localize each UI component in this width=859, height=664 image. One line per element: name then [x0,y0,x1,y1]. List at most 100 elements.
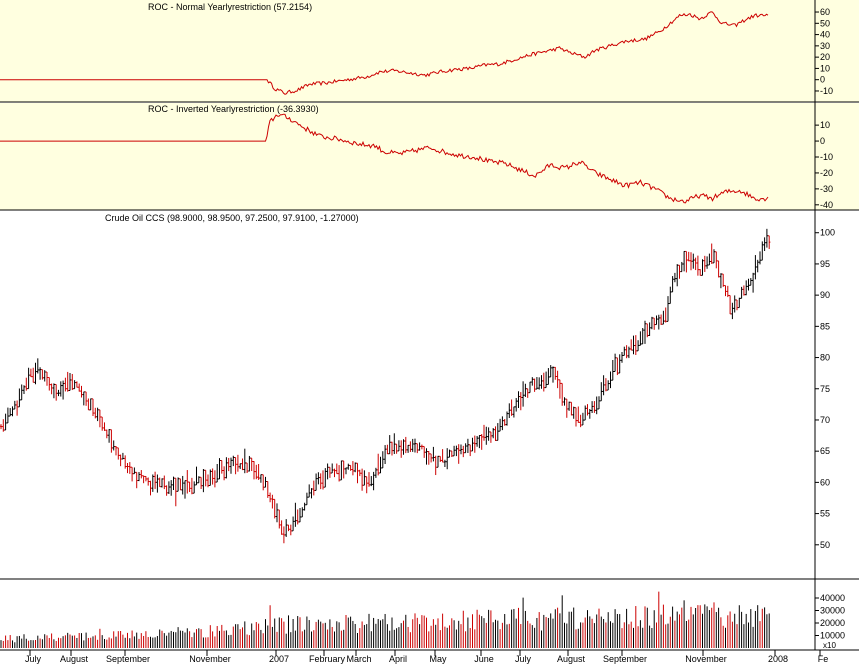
price-bar [167,481,171,494]
price-bar [643,320,647,344]
price-bar [278,509,281,529]
price-bar [114,445,118,456]
price-bar [613,353,617,373]
price-bar [487,427,490,441]
price-bar [763,237,766,252]
price-bar [712,249,716,264]
x-tick-label: Fe [818,654,829,664]
price-bar [43,370,46,382]
price-bar [165,485,168,496]
price-bar [188,481,191,493]
x-axis: July August September November 2007 February M… [0,649,859,664]
price-bar [413,438,417,453]
price-bar [761,241,764,261]
price-bar [287,524,290,532]
price-bar [147,477,150,486]
price-bar [374,467,378,478]
price-bar [170,480,173,496]
price-bar [209,469,212,486]
price-bar [351,461,355,476]
price-bar [153,471,157,489]
price-bar [462,445,465,458]
price-bar [126,463,129,474]
price-bar [710,243,713,264]
price-bar [646,323,649,338]
price-bar [326,463,329,480]
price-bar [478,434,481,449]
price-bar [110,429,113,453]
roc-inverted-y-tick-label: -40 [820,200,833,210]
price-bar [521,381,525,407]
price-bar [503,418,506,426]
price-bar [682,250,686,272]
roc-normal-background [0,0,815,102]
price-bar [275,503,279,523]
price-bar [738,297,741,309]
price-bar [452,445,456,457]
price-bar [457,444,460,464]
roc-normal-y-tick-label: 30 [820,41,830,51]
price-bar [701,259,704,276]
price-bar [87,398,90,411]
roc-normal-y-tick-label: -10 [820,86,833,96]
price-bar [641,328,644,345]
price-bar [2,419,5,432]
price-bar [206,474,210,488]
price-bar [632,335,635,355]
price-bar [142,475,145,484]
price-bar [588,409,591,419]
price-bar [317,472,320,485]
price-bar [630,339,633,351]
price-bar [648,322,651,336]
price-bar [590,401,594,414]
price-bar [130,466,134,482]
price-bar [722,273,725,287]
price-bar [429,453,433,463]
price-y-tick-label: 80 [820,353,830,363]
x-tick-label: July [515,654,532,664]
price-bar [144,475,148,482]
price-bar [183,480,187,499]
price-bar [450,450,453,458]
price-bar [0,424,3,430]
price-bar [264,476,267,488]
price-bar [179,478,182,491]
price-bar [473,435,476,453]
roc-normal-y-tick-label: 60 [820,7,830,17]
price-bar [176,477,180,492]
price-bar [38,367,42,380]
price-bar [266,481,269,498]
price-bar [719,273,723,289]
price-bar [305,492,309,506]
price-bar [694,257,697,271]
price-bar [105,429,108,439]
roc-inverted-title: ROC - Inverted Yearlyrestriction (-36.39… [148,104,319,114]
price-bar [508,403,511,419]
price-bar [243,448,246,474]
price-bar [163,475,166,490]
price-bar [604,378,608,392]
price-bar [252,461,256,480]
price-bar [607,380,610,391]
price-bar [18,388,21,408]
x-tick-label: August [557,654,586,664]
price-bar [55,383,58,401]
price-bar [296,509,299,525]
price-bar [337,465,341,482]
price-bar [492,428,495,439]
roc-normal-y-tick-label: 40 [820,30,830,40]
price-panel: Crude Oil CCS (98.9000, 98.9500, 97.2500… [0,211,835,578]
price-bar [411,438,414,452]
roc-normal-axis-background [815,0,859,102]
price-bar [554,366,557,380]
price-y-tick-label: 65 [820,446,830,456]
x-tick-label: 2007 [269,654,289,664]
x-tick-label: June [474,654,494,664]
price-bar [91,398,95,417]
price-bar [377,453,380,476]
price-bar [662,310,665,325]
price-bar [36,358,39,374]
price-bar [423,445,426,458]
price-bar [696,255,700,276]
